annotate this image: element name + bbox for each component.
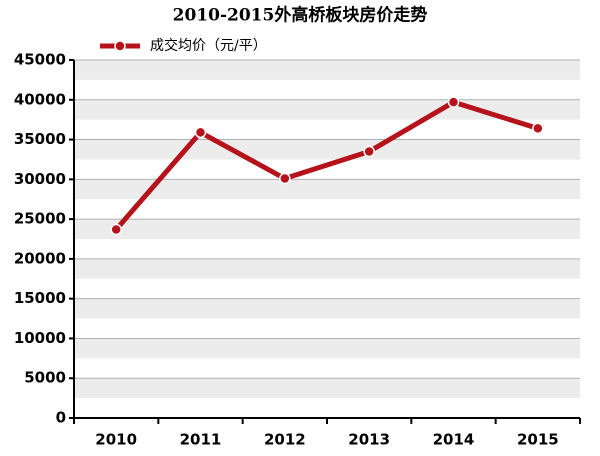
marker [110,223,122,236]
stripe [74,378,580,399]
marker [279,172,291,185]
x-tick-label: 2015 [517,431,559,449]
stripe [74,318,580,339]
x-tick-label: 2014 [433,431,475,449]
chart-title: 2010-2015外高桥板块房价走势 [173,5,428,26]
y-tick-label: 5000 [24,369,66,387]
stripe [74,219,580,239]
y-tick-label: 25000 [14,210,66,228]
y-tick-label: 30000 [14,170,66,188]
stripe [74,298,580,319]
x-tick-label: 2013 [348,431,390,449]
y-tick-label: 15000 [14,289,66,307]
y-tick-label: 20000 [14,249,66,267]
marker [532,122,544,135]
stripe [74,338,580,359]
x-tick-label: 2010 [95,431,137,449]
y-tick-label: 10000 [14,329,66,347]
stripe [74,258,580,279]
marker [194,126,207,139]
stripe [74,119,580,140]
stripe [74,358,580,379]
stripe [74,60,580,80]
stripe [74,239,580,259]
stripe [74,79,580,100]
y-tick-label: 40000 [14,90,66,108]
legend-label: 成交均价（元/平） [150,37,267,54]
stripe [74,159,580,180]
stripe [74,398,580,418]
legend-marker [114,40,126,52]
marker [363,145,375,158]
stripe [74,139,580,160]
x-tick-label: 2011 [180,431,222,449]
line [114,99,539,232]
stripe [74,199,580,220]
y-tick-label: 35000 [14,130,66,148]
y-tick-label: 45000 [14,51,66,69]
y-tick-label: 0 [56,409,66,427]
x-tick-label: 2012 [264,431,306,449]
stripe [74,278,580,299]
marker [447,96,460,108]
stripe [74,179,580,200]
